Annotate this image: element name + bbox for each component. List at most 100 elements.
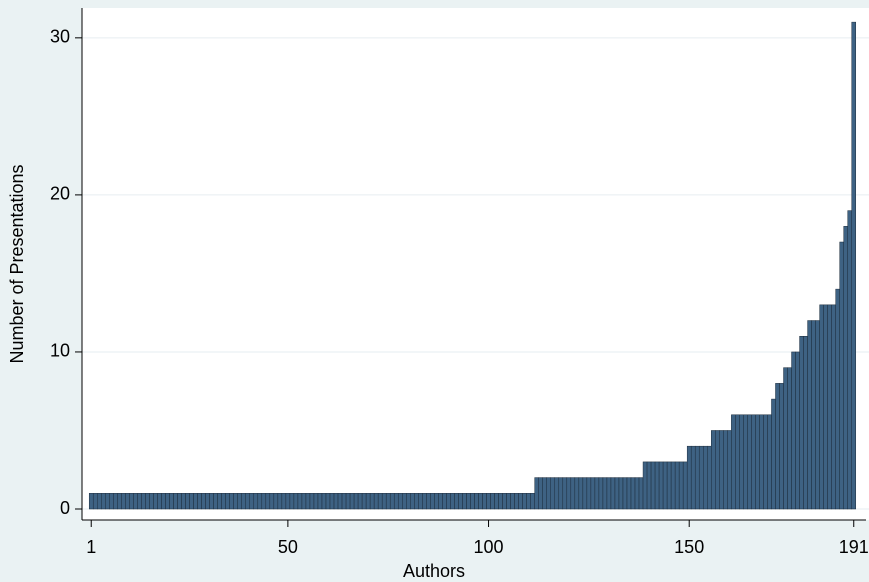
bar <box>594 477 600 510</box>
bar <box>815 320 820 510</box>
bar <box>414 493 419 510</box>
bar <box>277 493 283 510</box>
bar <box>462 493 467 510</box>
bar <box>490 493 495 510</box>
bar <box>430 493 435 510</box>
y-tick-label: 30 <box>50 27 70 47</box>
bar <box>851 21 857 510</box>
bar <box>209 493 214 510</box>
bar <box>446 493 451 510</box>
bar <box>622 477 628 510</box>
bar <box>426 493 431 510</box>
bar <box>482 493 487 510</box>
bar <box>273 493 279 510</box>
bar <box>161 493 166 510</box>
bar <box>506 493 511 510</box>
bar <box>538 477 543 510</box>
bar <box>598 477 604 510</box>
bar <box>233 493 238 510</box>
bar <box>827 304 832 510</box>
bar <box>410 493 415 510</box>
bar <box>145 493 150 510</box>
bar <box>803 335 808 510</box>
bar <box>333 493 339 510</box>
bar <box>237 493 242 510</box>
bar <box>562 477 568 510</box>
bar <box>361 493 367 510</box>
bar <box>807 320 812 510</box>
bar <box>486 493 491 510</box>
bar <box>249 493 255 510</box>
bar <box>554 477 560 510</box>
y-tick-label: 10 <box>50 341 70 361</box>
bar <box>189 493 194 510</box>
bar <box>847 210 852 510</box>
x-tick-label: 150 <box>674 537 704 557</box>
bar <box>129 493 134 510</box>
x-axis-title: Authors <box>403 561 465 581</box>
bar <box>747 414 752 510</box>
bar <box>97 493 102 510</box>
bar <box>317 493 323 510</box>
bar <box>558 477 564 510</box>
bar <box>289 493 295 510</box>
bar <box>341 493 347 510</box>
bar <box>698 445 704 510</box>
bar <box>735 414 740 510</box>
bar <box>510 493 515 510</box>
bar <box>257 493 263 510</box>
bar <box>550 477 556 510</box>
bar <box>109 493 114 510</box>
bar <box>694 445 700 510</box>
bar <box>193 493 198 510</box>
bar <box>113 493 118 510</box>
bar <box>494 493 499 510</box>
bar <box>686 445 692 510</box>
bar <box>225 493 230 510</box>
bar <box>197 493 202 510</box>
x-tick-label: 1 <box>86 537 96 557</box>
bar <box>181 493 186 510</box>
bar <box>703 445 708 510</box>
bar <box>771 398 776 510</box>
bar <box>329 493 335 510</box>
bar <box>498 493 503 510</box>
bar <box>775 383 780 510</box>
bar <box>201 493 206 510</box>
bar <box>474 493 479 510</box>
bar <box>518 493 523 510</box>
bar <box>169 493 174 510</box>
bar <box>345 493 351 510</box>
bar <box>377 493 383 510</box>
bar <box>566 477 572 510</box>
bar <box>101 493 106 510</box>
bar <box>823 304 828 510</box>
bar <box>337 493 343 510</box>
bar <box>117 493 122 510</box>
bar <box>626 477 632 510</box>
y-tick-label: 0 <box>60 498 70 518</box>
bar <box>173 493 178 510</box>
bar <box>719 430 724 510</box>
y-tick-label: 20 <box>50 184 70 204</box>
bar <box>301 493 307 510</box>
bar <box>454 493 459 510</box>
bar <box>638 477 644 510</box>
bar <box>466 493 471 510</box>
bar <box>711 430 716 510</box>
bar <box>261 493 267 510</box>
bar <box>125 493 130 510</box>
bar <box>241 493 246 510</box>
bar <box>570 477 576 510</box>
bar <box>265 493 271 510</box>
bar <box>309 493 315 510</box>
bar <box>618 477 624 510</box>
bar <box>165 493 170 510</box>
bar <box>422 493 427 510</box>
bar <box>743 414 748 510</box>
bar <box>646 461 652 510</box>
bar <box>654 461 660 510</box>
bar <box>313 493 319 510</box>
bar <box>831 304 836 510</box>
